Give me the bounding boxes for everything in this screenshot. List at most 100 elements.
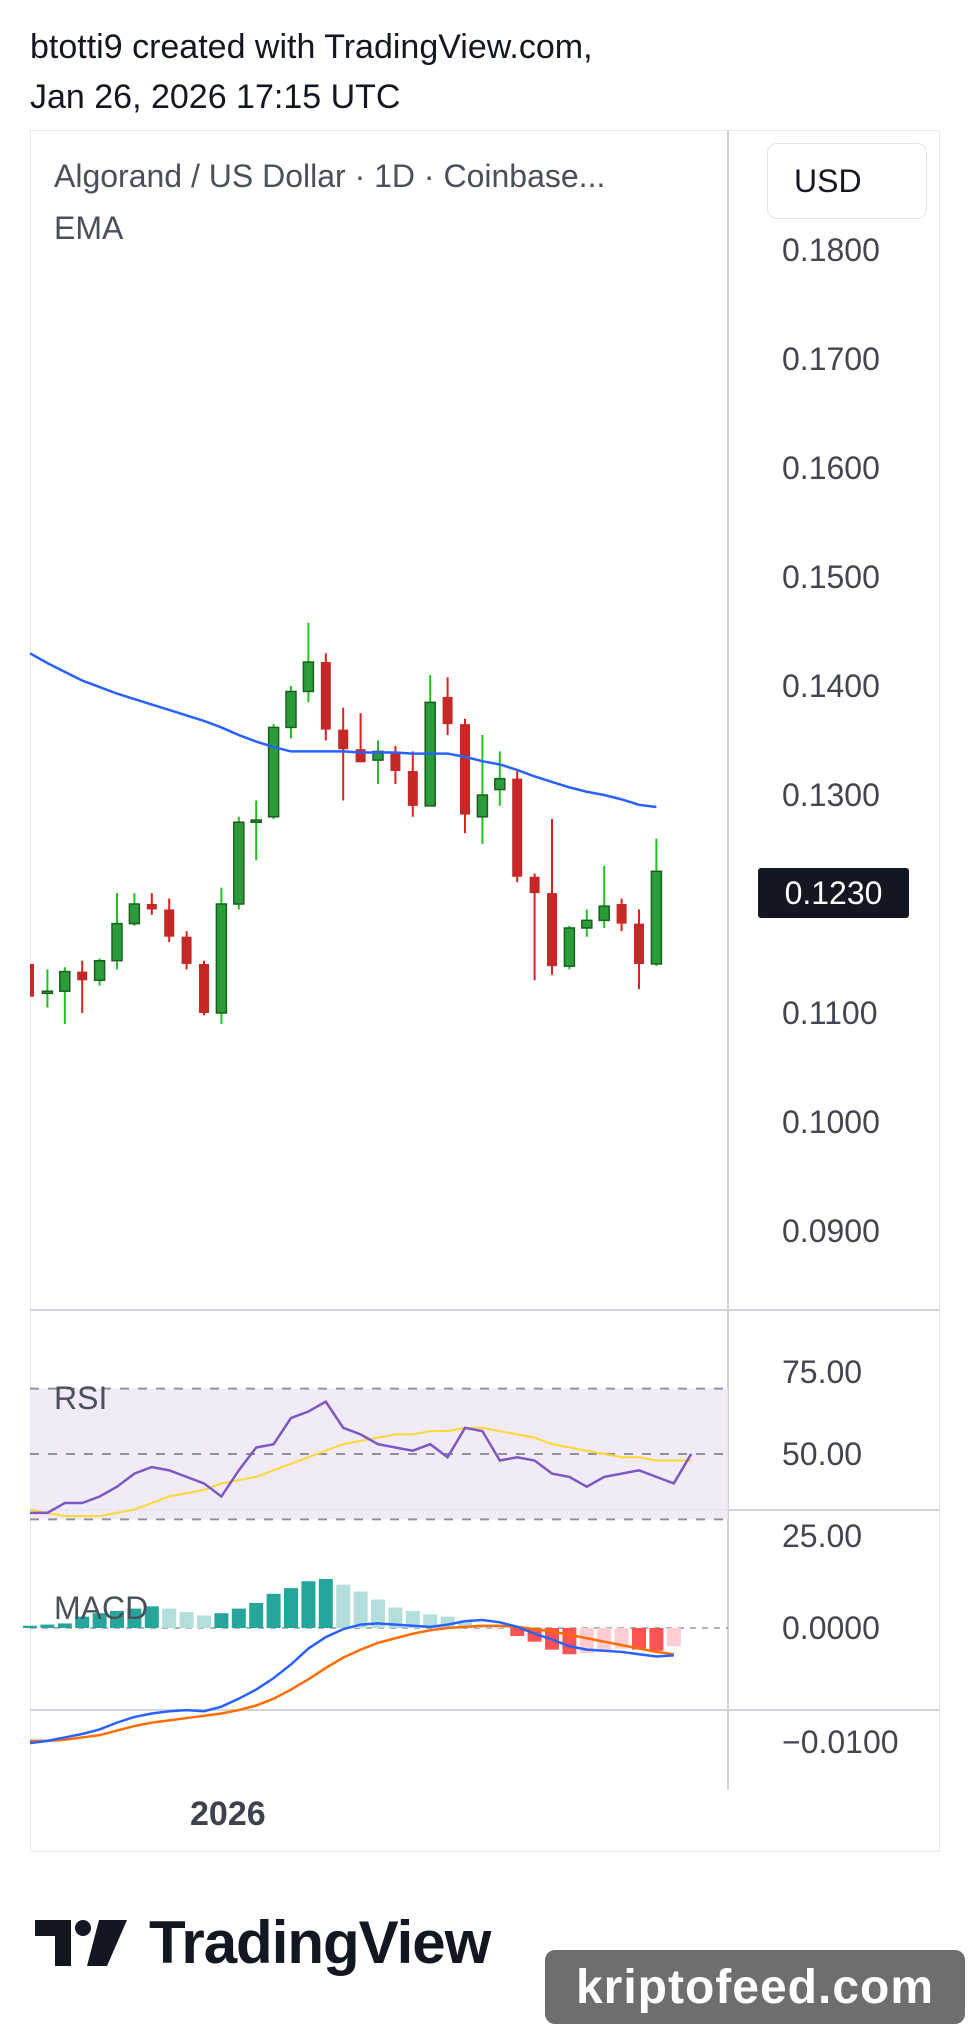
- macd-histogram-bar: [318, 1578, 333, 1628]
- candle-body: [146, 904, 157, 910]
- macd-histogram-bar: [336, 1584, 351, 1628]
- tradingview-logo-icon: [35, 1919, 127, 1966]
- candle-body: [250, 819, 262, 824]
- macd-histogram-bar: [75, 1616, 90, 1628]
- macd-histogram-bar: [92, 1613, 107, 1628]
- rsi-label: RSI: [54, 1380, 108, 1416]
- tradingview-wordmark: TradingView: [149, 1909, 491, 1976]
- macd-histogram-bar: [458, 1621, 472, 1628]
- macd-histogram-bar: [666, 1628, 681, 1647]
- macd-histogram-bar: [57, 1623, 72, 1628]
- price-tick-1: 0.1700: [782, 341, 880, 377]
- candle-body: [320, 662, 331, 730]
- macd-histogram-bar: [23, 1625, 37, 1628]
- price-tick-4: 0.1400: [782, 668, 880, 704]
- last-price-label: 0.1230: [758, 868, 909, 918]
- rsi-tick-0: 75.00: [782, 1354, 863, 1391]
- candle-body: [581, 919, 593, 929]
- rsi-tick-1: 50.00: [782, 1436, 863, 1472]
- candle-body: [199, 963, 209, 1013]
- macd-histogram-bar: [249, 1602, 264, 1628]
- candle-body: [164, 909, 175, 937]
- candle-body: [93, 959, 106, 982]
- tradingview-logo[interactable]: TradingView: [35, 1908, 491, 1977]
- macd-histogram-bar: [127, 1608, 142, 1628]
- attribution-line-2: Jan 26, 2026 17:15 UTC: [30, 78, 401, 116]
- rsi-line: [30, 1400, 693, 1515]
- candle-body: [390, 753, 401, 772]
- macd-histogram-bar: [162, 1608, 177, 1628]
- attribution-line-1: btotti9 created with TradingView.com,: [30, 28, 593, 66]
- macd-tick-1: −0.0100: [782, 1724, 899, 1760]
- macd-histogram-bar: [388, 1607, 403, 1628]
- price-tick-0: 0.1800: [782, 232, 880, 268]
- x-axis-year-label: 2026: [190, 1795, 266, 1833]
- chart-attribution: btotti9 created with TradingView.com, Ja…: [30, 22, 593, 122]
- watermark-text: kriptofeed.com: [575, 1960, 935, 2014]
- macd-histogram-bar: [284, 1588, 298, 1628]
- candle-body: [442, 696, 453, 725]
- price-tick-9: 0.0900: [782, 1213, 880, 1249]
- macd-histogram-bar: [301, 1581, 316, 1628]
- candle-body: [77, 971, 88, 981]
- candle-body: [494, 777, 506, 791]
- candle-body: [233, 821, 245, 905]
- macd-histogram-bar: [492, 1626, 507, 1628]
- price-tick-3: 0.1500: [782, 559, 880, 595]
- price-tick-2: 0.1600: [782, 450, 880, 486]
- candle-body: [407, 771, 418, 806]
- candle-body: [285, 690, 297, 729]
- candle-body: [59, 970, 71, 992]
- macd-tick-0: 0.0000: [782, 1610, 880, 1646]
- macd-histogram-bar: [144, 1606, 159, 1628]
- macd-label: MACD: [54, 1590, 149, 1626]
- macd-histogram-bar: [423, 1614, 438, 1628]
- candle-body: [128, 903, 141, 925]
- macd-histogram-bar: [597, 1628, 612, 1651]
- rsi-tick-2: 25.00: [782, 1517, 863, 1554]
- macd-histogram-bar: [440, 1616, 455, 1628]
- candle-body: [650, 870, 663, 965]
- macd-histogram-bar: [214, 1613, 229, 1628]
- macd-histogram-bar: [353, 1591, 368, 1628]
- candle-body: [267, 726, 280, 818]
- macd-histogram-bar: [40, 1624, 55, 1628]
- candle-body: [529, 876, 540, 894]
- macd-histogram-bar: [649, 1628, 664, 1651]
- candle-body: [215, 903, 228, 1014]
- candle-body: [181, 936, 192, 964]
- macd-histogram-bar: [405, 1610, 420, 1628]
- watermark-badge: kriptofeed.com: [545, 1950, 965, 2024]
- macd-histogram-bar: [632, 1628, 646, 1650]
- macd-histogram-bar: [510, 1628, 525, 1636]
- currency-button[interactable]: USD: [767, 143, 927, 219]
- candle-body: [338, 729, 349, 750]
- macd-histogram-bar: [562, 1628, 577, 1655]
- candle-body: [547, 893, 557, 967]
- candle-body: [476, 794, 489, 818]
- candle-body: [460, 724, 470, 815]
- candle-body: [111, 922, 123, 962]
- macd-line: [29, 1618, 674, 1745]
- macd-signal-line: [30, 1624, 674, 1743]
- candle-body: [355, 749, 366, 763]
- macd-histogram-bar: [197, 1615, 211, 1628]
- macd-histogram-bar: [371, 1599, 385, 1628]
- ema-legend: EMA: [54, 210, 124, 246]
- candle-body: [30, 963, 34, 997]
- ema-line: [29, 652, 657, 809]
- candle-body: [616, 904, 627, 924]
- macd-histogram-bar: [110, 1610, 124, 1628]
- price-tick-7: 0.1100: [782, 995, 878, 1031]
- candle-body: [598, 905, 610, 922]
- macd-histogram-bar: [231, 1608, 246, 1628]
- candle-body: [563, 927, 576, 967]
- candle-body: [302, 661, 315, 693]
- symbol-legend: Algorand / US Dollar · 1D · Coinbase...: [54, 158, 606, 194]
- price-tick-5: 0.1300: [782, 777, 880, 813]
- price-tick-8: 0.1000: [782, 1104, 880, 1140]
- macd-histogram-bar: [266, 1593, 281, 1628]
- rsi-ma-line: [29, 1426, 692, 1518]
- macd-histogram-bar: [579, 1628, 594, 1654]
